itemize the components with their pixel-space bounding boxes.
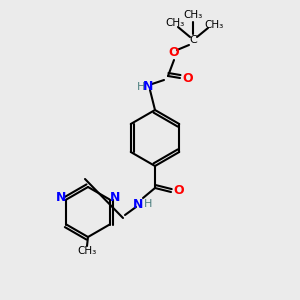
Text: CH₃: CH₃: [165, 18, 184, 28]
Text: CH₃: CH₃: [204, 20, 224, 30]
Text: CH₃: CH₃: [183, 10, 202, 20]
Text: N: N: [56, 191, 67, 204]
Text: N: N: [110, 191, 120, 204]
Text: N: N: [133, 197, 143, 211]
Text: H: H: [144, 199, 152, 209]
Text: N: N: [143, 80, 153, 92]
Text: H: H: [137, 82, 145, 92]
Text: CH₃: CH₃: [77, 246, 97, 256]
Text: O: O: [174, 184, 184, 197]
Text: O: O: [169, 46, 179, 59]
Text: O: O: [183, 71, 193, 85]
Text: C: C: [189, 35, 197, 45]
